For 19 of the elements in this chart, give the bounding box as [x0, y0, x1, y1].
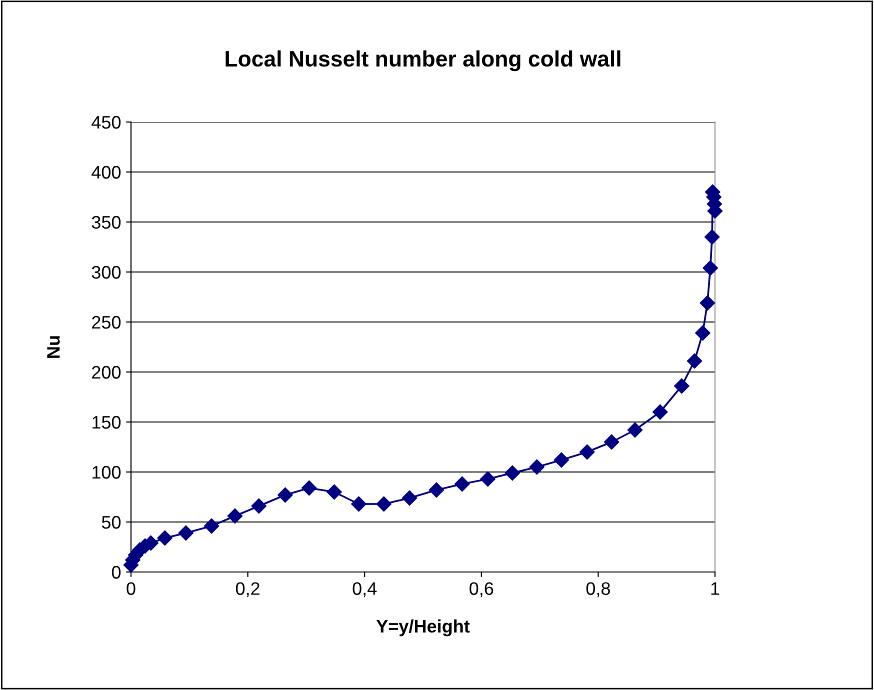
x-axis-title: Y=y/Height: [376, 619, 470, 636]
y-tick-label: 250: [92, 316, 121, 329]
y-tick-label: 0: [112, 566, 121, 579]
x-tick-label: 0: [126, 582, 136, 595]
y-tick-label: 450: [92, 116, 121, 129]
x-tick-label: 1: [711, 582, 720, 595]
y-tick-label: 350: [92, 216, 121, 229]
y-tick-label: 200: [92, 366, 121, 379]
x-tick-label: 0,6: [470, 582, 494, 598]
x-tick-label: 0,2: [236, 582, 260, 598]
y-tick-label: 150: [92, 416, 121, 429]
y-tick-label: 50: [102, 516, 121, 529]
y-tick-label: 400: [92, 166, 121, 179]
y-axis-title: Nu: [47, 336, 60, 358]
chart-title: Local Nusselt number along cold wall: [226, 50, 620, 72]
x-tick-label: 0,4: [352, 582, 377, 598]
y-tick-label: 100: [92, 466, 121, 479]
x-tick-label: 0,8: [586, 582, 610, 598]
y-tick-label: 300: [92, 266, 121, 279]
